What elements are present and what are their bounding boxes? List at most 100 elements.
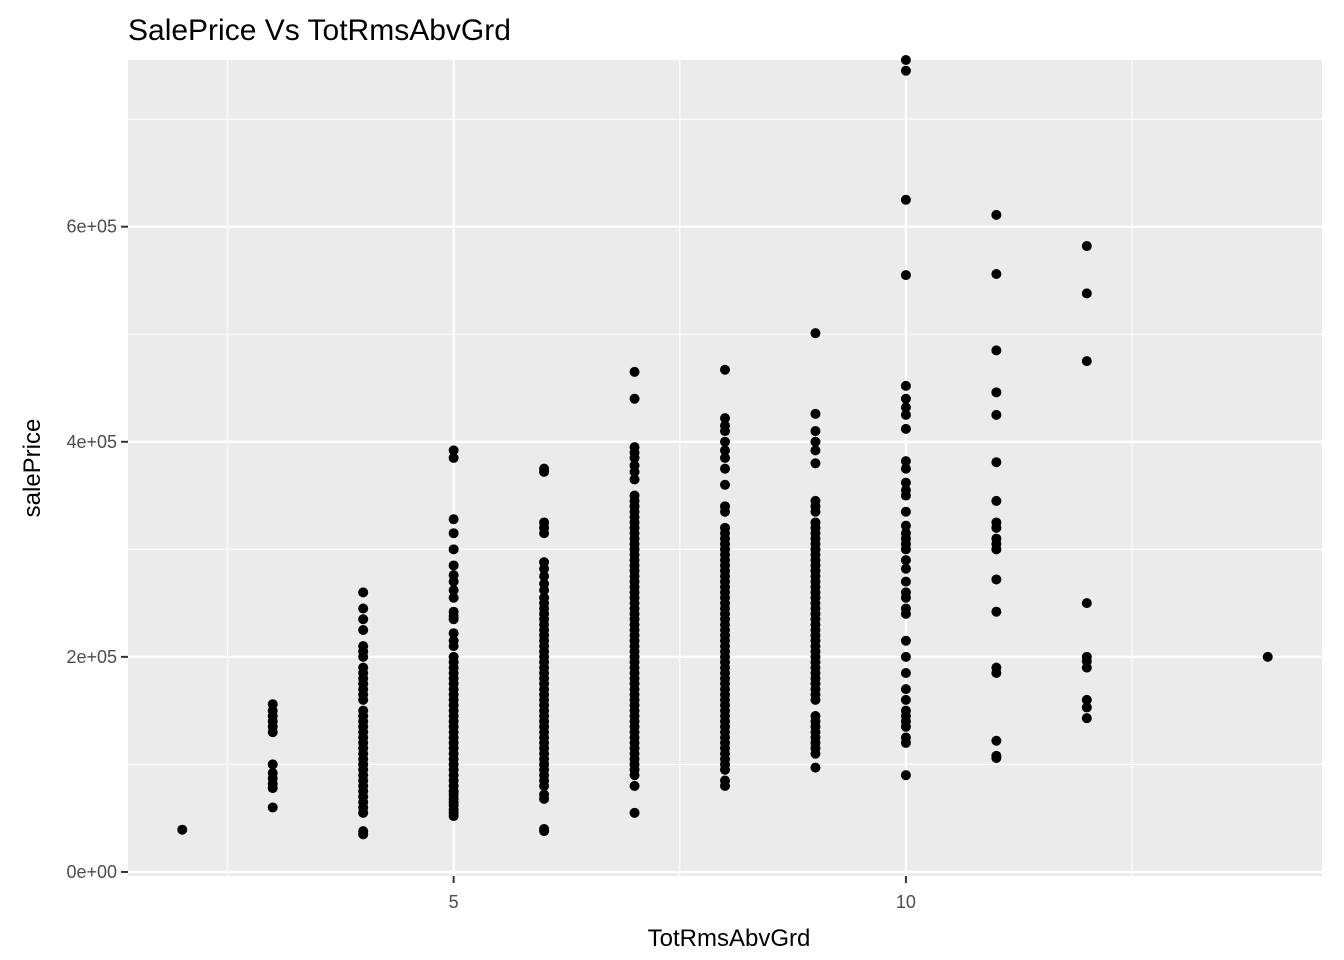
data-point xyxy=(900,506,911,517)
data-point xyxy=(991,735,1002,746)
data-point xyxy=(539,463,550,474)
data-point xyxy=(177,824,188,835)
data-point xyxy=(900,770,911,781)
data-point xyxy=(1081,356,1092,367)
data-point xyxy=(629,780,640,791)
data-point xyxy=(1081,651,1092,662)
data-point xyxy=(1081,694,1092,705)
data-point xyxy=(900,576,911,587)
chart-title: SalePrice Vs TotRmsAbvGrd xyxy=(128,14,511,47)
data-point xyxy=(810,711,821,722)
data-point xyxy=(900,705,911,716)
data-point xyxy=(448,445,459,456)
x-axis-title: TotRmsAbvGrd xyxy=(648,925,811,952)
data-point xyxy=(900,423,911,434)
data-point xyxy=(267,759,278,770)
x-tick-label: 5 xyxy=(449,892,459,912)
data-point xyxy=(539,789,550,800)
data-point xyxy=(810,426,821,437)
data-point xyxy=(629,807,640,818)
data-point xyxy=(448,514,459,525)
data-point xyxy=(991,209,1002,220)
y-axis-title: salePrice xyxy=(19,419,46,518)
data-point xyxy=(448,452,459,463)
data-point xyxy=(900,456,911,467)
y-tick-label: 0e+00 xyxy=(66,862,117,882)
data-point xyxy=(991,409,1002,420)
data-point xyxy=(720,479,730,490)
data-point xyxy=(810,328,821,339)
data-point xyxy=(267,802,278,813)
data-point xyxy=(900,732,911,743)
data-point xyxy=(900,65,911,76)
data-point xyxy=(267,768,278,779)
data-point xyxy=(810,445,821,456)
data-point xyxy=(900,409,911,420)
data-point xyxy=(900,380,911,391)
data-point xyxy=(900,520,911,531)
data-point xyxy=(358,662,369,673)
data-point xyxy=(448,628,459,639)
data-point xyxy=(539,823,550,834)
data-point xyxy=(900,684,911,695)
y-tick-label: 6e+05 xyxy=(66,217,117,237)
data-point xyxy=(358,826,369,837)
data-point xyxy=(900,194,911,205)
data-point xyxy=(720,445,730,456)
data-point xyxy=(991,495,1002,506)
data-point xyxy=(1262,651,1273,662)
data-point xyxy=(900,463,911,474)
data-point xyxy=(358,641,369,652)
data-point xyxy=(448,585,459,596)
data-point xyxy=(810,517,821,528)
data-point xyxy=(448,560,459,571)
data-point xyxy=(991,533,1002,544)
data-point xyxy=(720,452,730,463)
data-point xyxy=(629,474,640,485)
data-point xyxy=(539,517,550,528)
data-point xyxy=(358,614,369,625)
data-point xyxy=(1081,288,1092,299)
x-tick-label: 10 xyxy=(896,892,916,912)
data-point xyxy=(358,587,369,598)
data-point xyxy=(991,457,1002,468)
y-tick-label: 2e+05 xyxy=(66,647,117,667)
data-point xyxy=(900,651,911,662)
data-point xyxy=(720,420,730,431)
data-point xyxy=(900,402,911,413)
data-point xyxy=(448,528,459,539)
data-point xyxy=(629,490,640,501)
data-point xyxy=(448,592,459,603)
data-point xyxy=(900,555,911,566)
data-point xyxy=(448,651,459,662)
data-point xyxy=(720,364,730,375)
data-points xyxy=(177,55,1273,840)
data-point xyxy=(267,699,278,710)
data-point xyxy=(1081,598,1092,609)
data-point xyxy=(991,387,1002,398)
data-point xyxy=(810,436,821,447)
data-point xyxy=(810,762,821,773)
data-point xyxy=(358,624,369,635)
data-point xyxy=(991,606,1002,617)
data-point xyxy=(720,413,730,424)
data-point xyxy=(448,635,459,646)
data-point xyxy=(720,463,730,474)
data-point xyxy=(629,393,640,404)
data-point xyxy=(720,501,730,512)
x-axis: 5 10 xyxy=(449,876,916,912)
data-point xyxy=(900,694,911,705)
data-point xyxy=(900,270,911,281)
data-point xyxy=(900,393,911,404)
data-point xyxy=(539,571,550,582)
data-point xyxy=(629,366,640,377)
data-point xyxy=(539,557,550,568)
data-point xyxy=(448,544,459,555)
data-point xyxy=(991,750,1002,761)
data-point xyxy=(539,592,550,603)
data-point xyxy=(810,495,821,506)
y-axis: 0e+00 2e+05 4e+05 6e+05 xyxy=(66,217,128,882)
data-point xyxy=(629,460,640,471)
data-point xyxy=(539,578,550,589)
